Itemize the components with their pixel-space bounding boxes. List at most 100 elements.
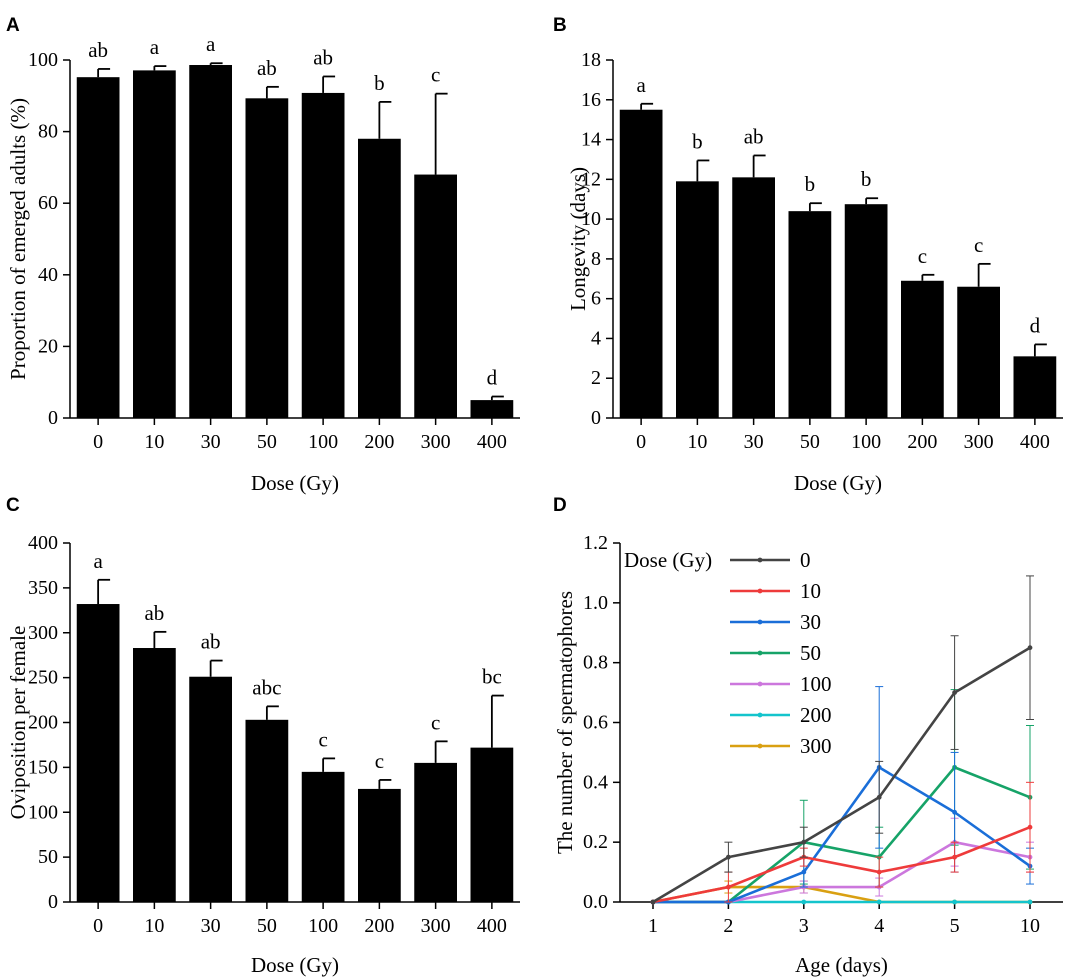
- y-tick-label: 0.8: [583, 652, 608, 674]
- x-tick-label: 400: [477, 915, 507, 937]
- panel-b-bar-chart: B 0 2 4 6 8 10 12 14 16 18 Longevity (days) Dose (Gy…: [553, 15, 1063, 495]
- x-axis-title: Dose (Gy): [794, 471, 882, 495]
- significance-letter: b: [374, 71, 385, 95]
- x-tick-label: 400: [477, 431, 507, 453]
- legend-label: 100: [800, 672, 832, 696]
- bar: [133, 70, 176, 418]
- significance-letter: d: [1030, 313, 1041, 337]
- x-tick-label: 10: [687, 431, 707, 453]
- data-point: [952, 899, 957, 905]
- series-line: [653, 766, 1031, 904]
- y-tick-label: 10: [581, 208, 601, 230]
- y-tick-label: 300: [28, 622, 58, 644]
- bar: [470, 400, 514, 418]
- data-point: [1027, 824, 1033, 830]
- significance-letter: b: [805, 172, 816, 196]
- y-tick-label: 200: [28, 712, 58, 734]
- y-tick-label: 350: [28, 577, 58, 599]
- legend-marker: [757, 619, 763, 625]
- x-tick-label: 300: [964, 431, 994, 453]
- bar: [901, 280, 944, 418]
- y-axis-title: Longevity (days): [566, 167, 590, 311]
- y-tick-label: 2: [591, 367, 601, 389]
- x-tick-label: 4: [874, 915, 884, 937]
- panel-label: A: [6, 15, 20, 36]
- x-tick-label: 10: [1020, 915, 1040, 937]
- panel-label: C: [6, 495, 20, 516]
- x-tick-label: 10: [144, 431, 164, 453]
- bar: [732, 177, 775, 418]
- series-line: [652, 885, 1030, 904]
- y-tick-label: 0.6: [583, 712, 608, 734]
- y-tick-label: 100: [28, 49, 58, 71]
- bar: [844, 204, 888, 418]
- legend-marker: [757, 743, 763, 749]
- bar: [245, 719, 289, 902]
- significance-letter: a: [150, 35, 160, 59]
- series-line: [653, 766, 1031, 904]
- y-tick-label: 50: [38, 846, 58, 868]
- y-tick-label: 12: [581, 168, 601, 190]
- series-0: [650, 575, 1034, 905]
- data-point: [801, 839, 807, 845]
- bar: [470, 747, 514, 902]
- data-point: [952, 854, 957, 860]
- significance-letter: ab: [144, 601, 164, 625]
- bar: [189, 65, 232, 419]
- legend-marker: [757, 588, 763, 594]
- significance-letter: a: [636, 73, 646, 97]
- x-tick-label: 10: [144, 915, 164, 937]
- x-tick-label: 400: [1020, 431, 1050, 453]
- significance-letter: c: [375, 749, 384, 773]
- x-axis-title: Dose (Gy): [251, 471, 339, 495]
- y-tick-label: 100: [28, 801, 58, 823]
- data-point: [1027, 645, 1033, 651]
- bar: [189, 676, 232, 902]
- x-tick-label: 0: [93, 431, 103, 453]
- x-tick-label: 100: [308, 431, 338, 453]
- bar: [414, 762, 457, 902]
- bar: [358, 788, 401, 902]
- y-tick-label: 4: [591, 327, 601, 349]
- legend-marker: [757, 557, 763, 563]
- x-tick-label: 300: [421, 915, 451, 937]
- bar: [76, 604, 120, 902]
- x-tick-label: 200: [364, 431, 394, 453]
- significance-letter: b: [861, 167, 872, 191]
- bar: [619, 109, 663, 418]
- data-point: [650, 899, 656, 905]
- legend-label: 300: [800, 734, 832, 758]
- x-tick-label: 0: [636, 431, 646, 453]
- series-50: [650, 689, 1034, 905]
- x-tick-label: 30: [201, 915, 221, 937]
- y-tick-label: 16: [581, 89, 601, 111]
- data-point: [952, 809, 957, 815]
- bar: [301, 771, 345, 902]
- x-tick-label: 2: [723, 915, 733, 937]
- y-tick-label: 60: [38, 192, 58, 214]
- y-tick-label: 400: [28, 532, 58, 554]
- bar: [76, 77, 120, 419]
- significance-letter: ab: [257, 56, 277, 80]
- x-axis-title: Dose (Gy): [251, 953, 339, 977]
- x-tick-label: 200: [907, 431, 937, 453]
- legend-marker: [757, 681, 763, 687]
- data-point: [1027, 899, 1033, 905]
- x-tick-label: 100: [851, 431, 881, 453]
- y-axis-title: Proportion of emerged adults (%): [6, 98, 30, 380]
- data-point: [876, 899, 882, 905]
- y-tick-label: 0: [591, 407, 601, 429]
- significance-letter: c: [318, 727, 327, 751]
- y-tick-label: 8: [591, 248, 601, 270]
- y-tick-label: 1.0: [583, 592, 608, 614]
- series-line: [652, 825, 1031, 904]
- x-tick-label: 1: [648, 915, 658, 937]
- legend-title: Dose (Gy): [624, 548, 712, 572]
- y-tick-label: 1.2: [583, 532, 608, 554]
- x-tick-label: 100: [308, 915, 338, 937]
- y-tick-label: 18: [581, 49, 601, 71]
- y-tick-label: 80: [38, 121, 58, 143]
- x-tick-label: 200: [364, 915, 394, 937]
- x-tick-label: 30: [744, 431, 764, 453]
